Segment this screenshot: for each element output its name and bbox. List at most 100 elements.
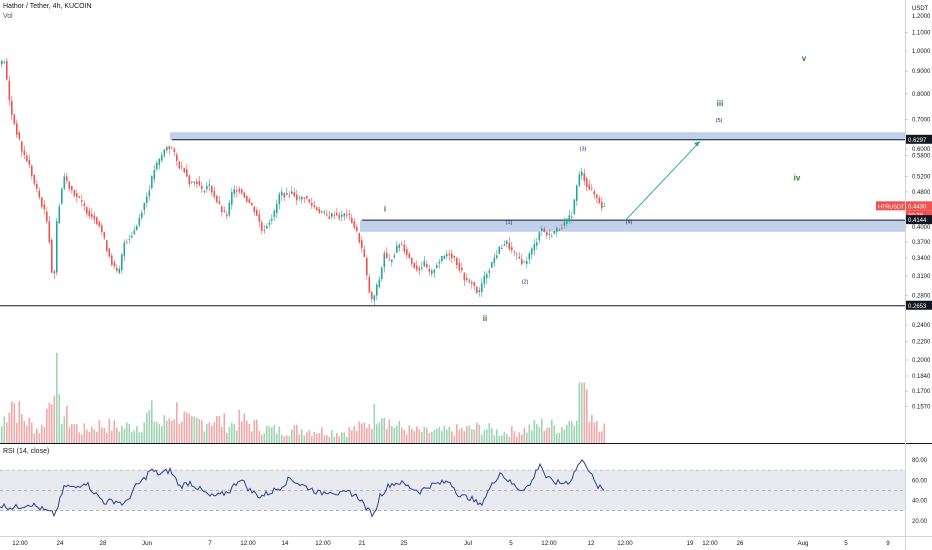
candle-body xyxy=(426,263,428,268)
volume-bar xyxy=(81,434,83,443)
volume-bar xyxy=(326,435,328,443)
candle-body xyxy=(16,123,18,135)
volume-bar xyxy=(591,414,593,443)
price-axis-tick: 0.4000 xyxy=(912,225,931,231)
volume-bar xyxy=(573,425,576,443)
volume-bar xyxy=(586,389,588,443)
volume-bar xyxy=(278,426,281,443)
price-axis-tick: 1.0000 xyxy=(912,49,931,55)
volume-bar xyxy=(198,419,201,443)
volume-bar xyxy=(536,424,538,443)
volume-bar xyxy=(538,426,541,443)
volume-bar xyxy=(328,437,331,443)
time-axis-label: 12:00 xyxy=(240,540,256,547)
volume-bar xyxy=(138,432,141,443)
candle-body xyxy=(173,148,176,153)
volume-bar xyxy=(23,420,26,443)
candle-body xyxy=(101,225,103,232)
candle-body xyxy=(58,206,61,224)
candle-body xyxy=(18,132,21,139)
price-axis-tick: 0.1840 xyxy=(912,374,931,380)
volume-bar xyxy=(176,402,178,443)
candle-body xyxy=(358,233,361,243)
volume-bar xyxy=(481,434,483,443)
volume-bar xyxy=(421,432,423,443)
candle-body xyxy=(381,267,383,280)
candle-body xyxy=(546,231,548,236)
candle-body xyxy=(328,216,331,219)
volume-bar xyxy=(36,428,38,443)
volume-bar xyxy=(61,424,63,443)
volume-bar xyxy=(226,433,228,443)
volume-bar xyxy=(458,429,461,443)
volume-bar xyxy=(6,422,8,443)
time-axis-label: 9 xyxy=(886,540,890,547)
candle-body xyxy=(386,252,388,259)
candle-body xyxy=(161,155,163,161)
candle-body xyxy=(136,225,138,231)
volume-bar xyxy=(393,427,396,443)
volume-bar xyxy=(528,424,531,443)
volume-bar xyxy=(33,433,36,443)
volume-bar xyxy=(506,433,508,443)
candle-body xyxy=(436,264,438,268)
currency-label: USDT xyxy=(912,6,929,12)
candle-body xyxy=(451,253,453,259)
candle-body xyxy=(601,201,603,209)
candle-body xyxy=(193,181,196,184)
candle-body xyxy=(88,210,91,217)
volume-bar xyxy=(253,419,256,443)
volume-bar xyxy=(353,425,356,443)
volume-bar xyxy=(191,416,193,443)
candle-body xyxy=(443,256,446,259)
candle-body xyxy=(103,231,106,238)
volume-bar xyxy=(258,430,261,443)
time-axis-label: 5 xyxy=(509,540,513,547)
candle-body xyxy=(248,199,251,203)
candle-body xyxy=(593,191,596,195)
volume-bar xyxy=(446,429,448,443)
candle-body xyxy=(288,195,291,197)
volume-bar xyxy=(63,416,66,443)
volume-bar xyxy=(273,424,276,443)
candle-body xyxy=(118,268,121,273)
volume-bar xyxy=(128,423,131,443)
candle-body xyxy=(366,258,368,276)
candle-body xyxy=(466,278,468,281)
price-axis-tick: 0.7000 xyxy=(912,117,931,123)
candle-body xyxy=(566,218,568,224)
candle-body xyxy=(538,232,541,241)
volume-bar xyxy=(361,423,363,443)
candle-body xyxy=(23,150,26,155)
volume-bar xyxy=(601,431,603,443)
volume-bar xyxy=(271,427,273,443)
candle-body xyxy=(383,253,386,268)
candle-body xyxy=(533,244,536,250)
volume-bar xyxy=(126,422,128,443)
level-price-tag xyxy=(906,134,932,144)
volume-bar xyxy=(333,436,336,443)
countdown-tag xyxy=(906,210,932,220)
candle-body xyxy=(506,240,508,244)
candle-body xyxy=(276,203,278,214)
candle-body xyxy=(168,146,171,149)
time-axis-label: 7 xyxy=(208,540,212,547)
candle-body xyxy=(468,280,471,283)
volume-bar xyxy=(196,417,198,443)
volume-bar xyxy=(396,425,398,443)
candle-body xyxy=(378,279,381,288)
volume-bar xyxy=(568,420,571,443)
candle-body xyxy=(253,206,256,213)
candle-body xyxy=(21,141,23,152)
volume-bar xyxy=(321,427,323,443)
candle-body xyxy=(446,254,448,257)
volume-bar xyxy=(121,425,123,443)
candle-body xyxy=(471,282,473,284)
level-price-tag xyxy=(906,215,932,225)
price-axis-tick: 0.3100 xyxy=(912,274,931,280)
volume-bar xyxy=(118,431,121,443)
volume-bar xyxy=(231,422,233,443)
volume-bar xyxy=(261,435,263,443)
candle-body xyxy=(473,282,476,286)
volume-bar xyxy=(46,408,48,443)
